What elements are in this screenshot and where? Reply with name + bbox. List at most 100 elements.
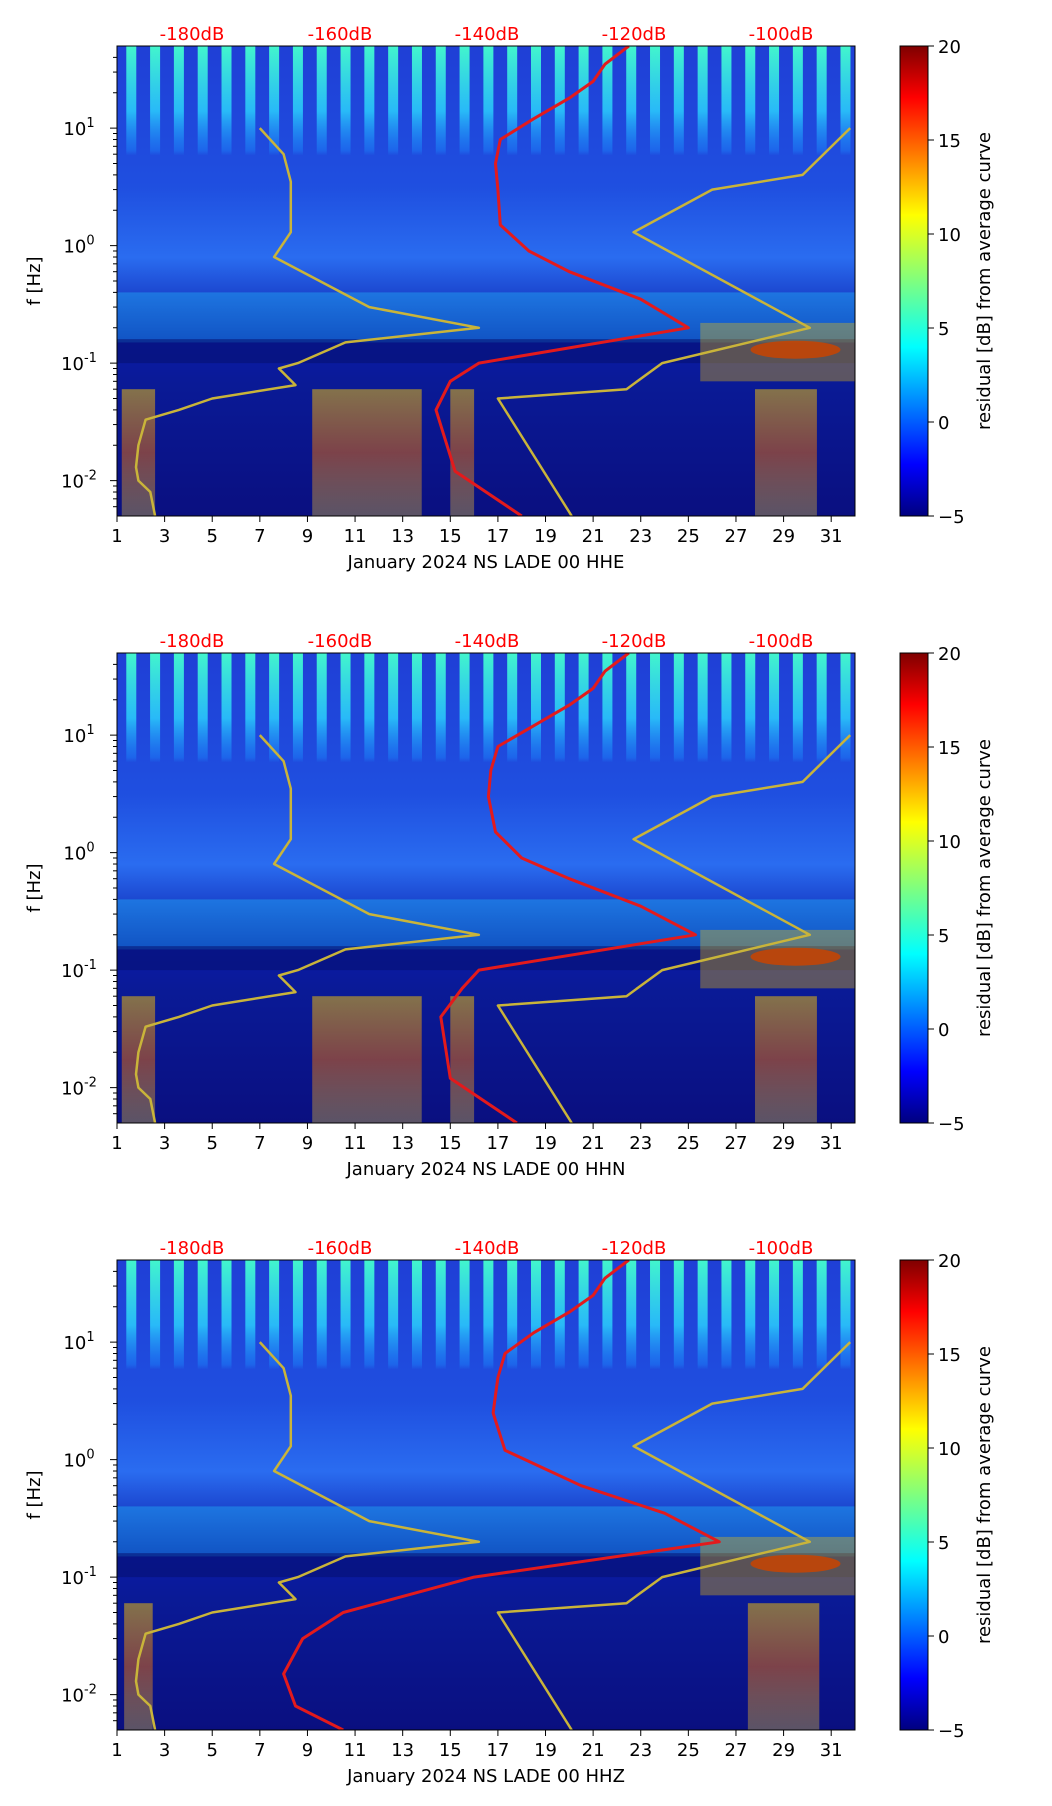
y-axis-label: f [Hz] [24,863,45,912]
day-stripe [530,653,541,915]
colorbar-tick-label: 20 [938,644,961,665]
day-stripe [769,46,780,308]
nhnm-curve [496,734,852,1123]
x-tick-label: 25 [677,1740,700,1761]
y-axis-label: f [Hz] [24,256,45,305]
x-tick-label: 3 [159,1740,170,1761]
y-tick-label: 10-2 [61,1076,97,1100]
day-stripe [697,46,708,308]
day-stripe [411,46,422,308]
x-tick-label: 1 [111,1740,122,1761]
spectrogram [117,46,855,516]
day-stripe [578,46,589,308]
day-stripe [411,1260,422,1522]
day-stripe [197,653,208,915]
day-stripe [840,46,851,308]
day-stripe [197,46,208,308]
x-tick-label: 23 [629,1133,652,1154]
x-tick-label: 5 [206,526,217,547]
colorbar-tick-label: 15 [938,1345,961,1366]
day-stripe [245,1260,256,1522]
long-period-burst [755,996,817,1123]
y-tick-label: 101 [63,723,94,747]
day-stripe [126,1260,137,1522]
long-period-burst [450,996,475,1123]
colorbar-gradient [899,1259,929,1731]
y-tick-label: 101 [63,116,94,140]
spectrogram [117,653,855,1123]
db-label: -120dB [602,1238,667,1259]
colorbar-gradient [899,652,929,1124]
day-stripe [769,1260,780,1522]
day-stripe [126,46,137,308]
colorbar-tick-label: −5 [938,1721,965,1742]
day-stripe [316,1260,327,1522]
day-stripe [245,46,256,308]
colorbar-gradient [899,45,929,517]
x-tick-label: 21 [582,526,605,547]
day-stripe [673,46,684,308]
x-tick-label: 9 [302,1133,313,1154]
mean-psd-curve [434,46,690,516]
day-stripe [769,653,780,915]
x-tick-label: 17 [486,1740,509,1761]
x-tick-label: 5 [206,1133,217,1154]
day-stripe [173,653,184,915]
spectrogram [117,1260,855,1730]
dark-band [117,1553,855,1578]
day-stripe [269,46,280,308]
long-period-burst [312,996,422,1123]
day-stripe [459,653,470,915]
x-tick-label: 17 [486,526,509,547]
x-tick-label: 31 [820,1740,843,1761]
day-stripe [554,1260,565,1522]
day-stripe [388,1260,399,1522]
day-stripe [245,653,256,915]
day-stripe [721,1260,732,1522]
day-stripe [316,653,327,915]
day-stripe [697,653,708,915]
day-stripe [507,1260,518,1522]
day-stripe [221,653,232,915]
day-stripe [745,46,756,308]
y-tick-label: 101 [63,1330,94,1354]
x-tick-label: 7 [254,1133,265,1154]
day-stripe [340,1260,351,1522]
mean-psd-curve [282,1260,721,1730]
storm-patch [750,1554,841,1573]
nhnm-curve [496,127,852,516]
colorbar: 20 15 10 5 0 −5 residual [dB] from average cur… [899,644,995,1135]
colorbar-tick-label: −5 [938,507,965,528]
x-tick-label: 11 [344,1133,367,1154]
nlnm-curve [134,1341,481,1730]
colorbar-tick-label: 5 [938,319,949,340]
colorbar-tick-label: −5 [938,1114,965,1135]
day-stripe [388,653,399,915]
storm-patch [750,947,841,966]
day-stripe [530,46,541,308]
colorbar-label: residual [dB] from average curve [974,132,995,430]
day-stripe [650,653,661,915]
x-tick-label: 13 [391,1740,414,1761]
colorbar-tick-label: 10 [938,225,961,246]
x-axis-label: January 2024 NS LADE 00 HHE [347,552,625,573]
x-tick-label: 27 [725,1740,748,1761]
db-label: -180dB [160,1238,225,1259]
day-stripe [578,1260,589,1522]
db-label: -160dB [308,631,373,652]
day-stripe [626,1260,637,1522]
x-tick-label: 23 [629,1740,652,1761]
x-tick-label: 19 [534,1133,557,1154]
x-tick-label: 11 [344,526,367,547]
day-stripe [364,653,375,915]
x-tick-label: 17 [486,1133,509,1154]
y-tick-label: 10-2 [61,469,97,493]
long-period-burst [747,1603,820,1730]
colorbar-tick-label: 20 [938,1251,961,1272]
x-tick-label: 31 [820,526,843,547]
x-tick-label: 19 [534,1740,557,1761]
db-label: -180dB [160,631,225,652]
day-stripe [292,46,303,308]
day-stripe [150,653,161,915]
x-tick-label: 13 [391,1133,414,1154]
